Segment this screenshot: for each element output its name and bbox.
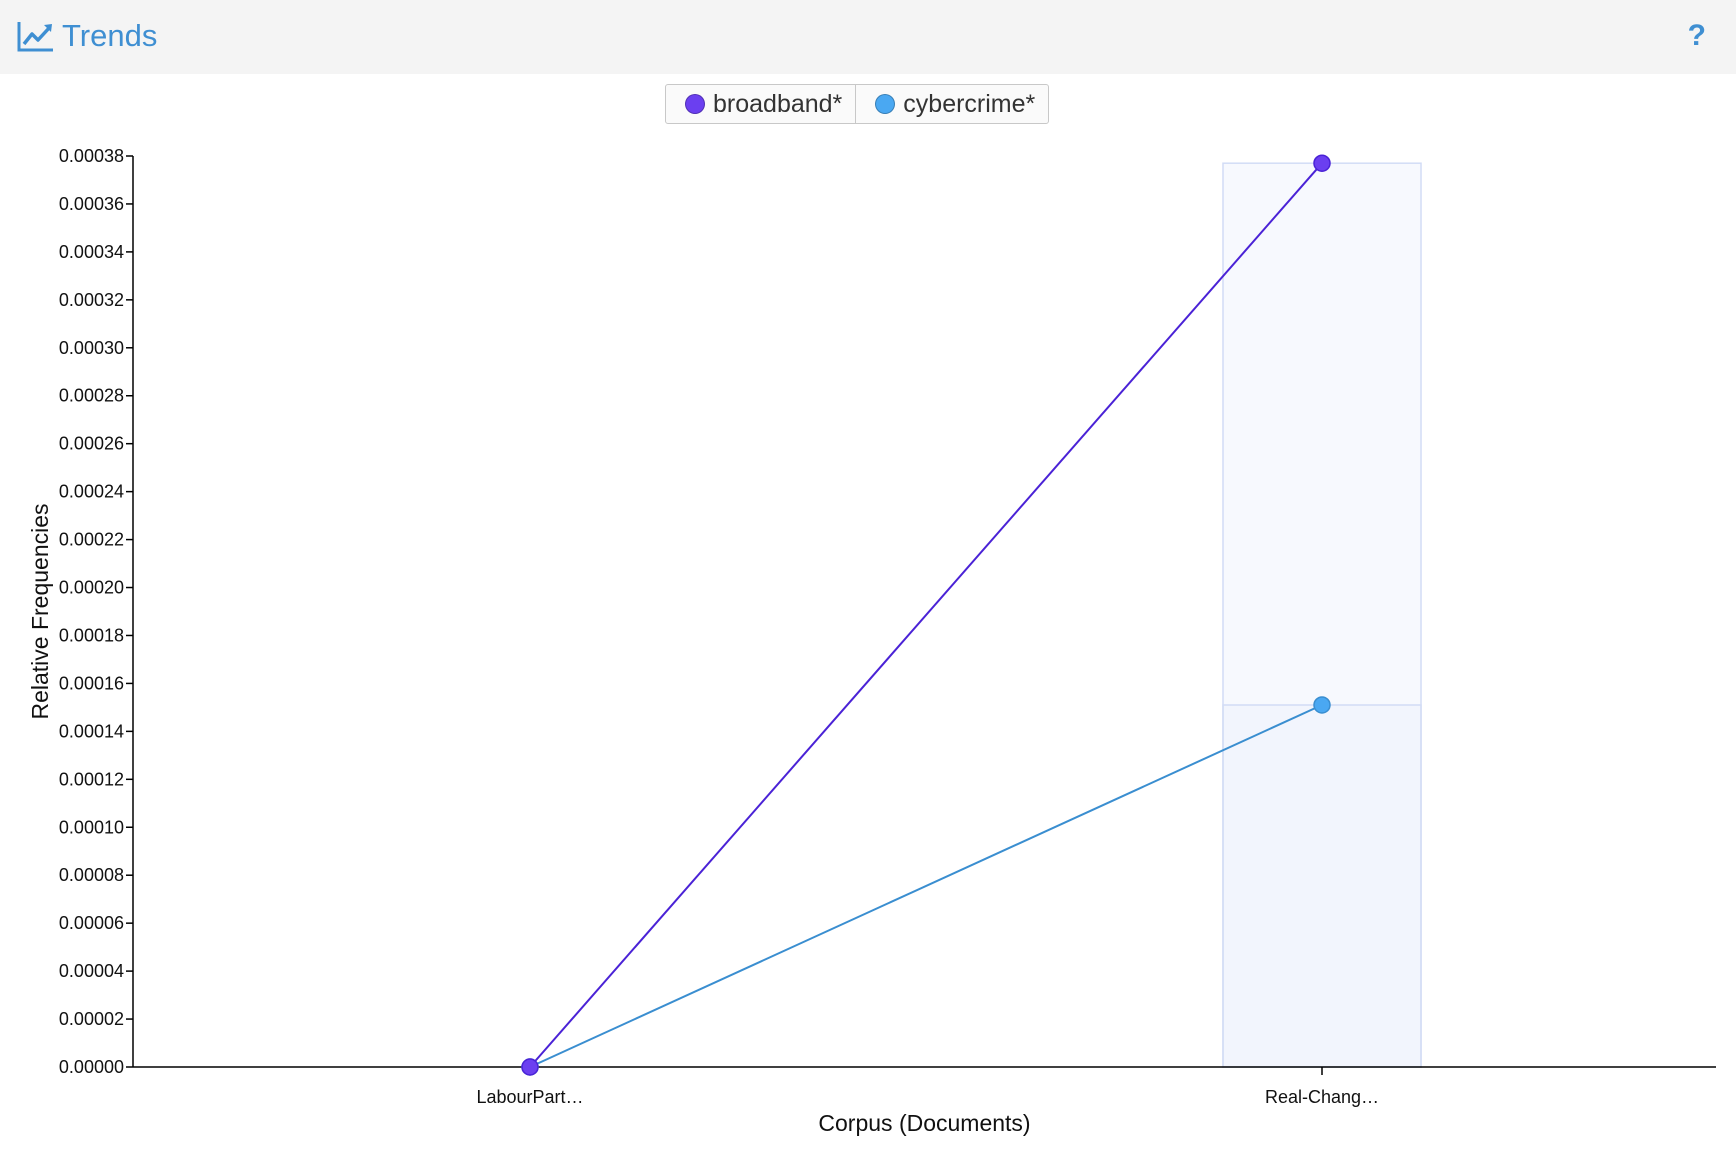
chart-legend: broadband* cybercrime* bbox=[665, 84, 1050, 124]
x-axis-title: Corpus (Documents) bbox=[818, 1110, 1030, 1136]
y-tick-label: 0.00008 bbox=[59, 865, 124, 885]
y-tick-label: 0.00026 bbox=[59, 434, 124, 454]
y-tick-label: 0.00036 bbox=[59, 194, 124, 214]
y-tick-label: 0.00022 bbox=[59, 530, 124, 550]
y-tick-label: 0.00038 bbox=[59, 146, 124, 166]
panel-title: Trends bbox=[62, 18, 158, 53]
data-point-0-0 bbox=[521, 1058, 539, 1076]
x-ticks: LabourPart… Real-Chang… bbox=[476, 1067, 1379, 1107]
axes-layer bbox=[132, 156, 1716, 1068]
y-tick-label: 0.00004 bbox=[59, 961, 124, 981]
legend-swatch-cybercrime bbox=[875, 94, 896, 114]
x-tick-label: Real-Chang… bbox=[1265, 1087, 1379, 1107]
y-tick-label: 0.00034 bbox=[59, 242, 124, 262]
highlight-bar-1 bbox=[1222, 704, 1422, 1068]
y-axis-title: Relative Frequencies bbox=[27, 503, 53, 719]
series-layer bbox=[521, 154, 1331, 1076]
series-line-0 bbox=[529, 162, 1323, 1068]
y-tick-label: 0.00014 bbox=[59, 721, 124, 741]
y-ticks: 0.00000 0.00002 0.00004 0.00006 0.00008 0.000… bbox=[59, 146, 133, 1077]
help-icon[interactable]: ? bbox=[1687, 19, 1706, 52]
legend-item-cybercrime[interactable]: cybercrime* bbox=[855, 85, 1048, 123]
y-tick-label: 0.00020 bbox=[59, 578, 124, 598]
series-line-1 bbox=[529, 704, 1323, 1068]
y-tick-label: 0.00002 bbox=[59, 1009, 124, 1029]
x-tick-label: LabourPart… bbox=[476, 1087, 583, 1107]
highlight-bar-0 bbox=[1222, 162, 1422, 1068]
legend-label-cybercrime: cybercrime* bbox=[903, 89, 1036, 118]
y-tick-label: 0.00016 bbox=[59, 673, 124, 693]
y-tick-label: 0.00000 bbox=[59, 1057, 124, 1077]
data-point-1-1 bbox=[1313, 696, 1331, 714]
y-tick-label: 0.00010 bbox=[59, 817, 124, 837]
y-tick-label: 0.00006 bbox=[59, 913, 124, 933]
highlight-layer bbox=[1222, 162, 1422, 1068]
y-tick-label: 0.00032 bbox=[59, 290, 124, 310]
y-tick-label: 0.00024 bbox=[59, 482, 124, 502]
y-tick-label: 0.00028 bbox=[59, 386, 124, 406]
y-tick-label: 0.00018 bbox=[59, 625, 124, 645]
header-bar: Trends ? bbox=[0, 0, 1736, 74]
y-tick-label: 0.00012 bbox=[59, 769, 124, 789]
legend-swatch-broadband bbox=[685, 94, 705, 114]
y-tick-label: 0.00030 bbox=[59, 338, 124, 358]
data-point-0-1 bbox=[1313, 154, 1331, 172]
legend-label-broadband: broadband* bbox=[713, 89, 843, 118]
trend-line-icon bbox=[17, 22, 53, 52]
legend-item-broadband[interactable]: broadband* bbox=[666, 85, 855, 123]
